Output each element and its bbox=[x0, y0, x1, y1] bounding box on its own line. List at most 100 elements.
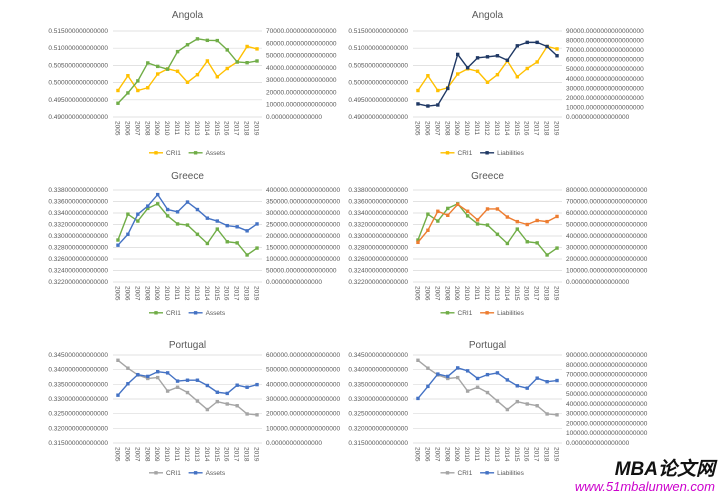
series-marker-liabilities bbox=[485, 55, 490, 59]
right-axis-tick-label: 0.00000000000000 bbox=[266, 114, 322, 121]
right-axis-tick-label: 250000.00000000000000 bbox=[266, 222, 340, 229]
x-axis-tick-label: 2017 bbox=[233, 286, 240, 301]
series-marker-cri1 bbox=[456, 375, 460, 380]
series-marker-assets bbox=[235, 60, 239, 64]
left-axis-tick-label: 0.336000000000000 bbox=[348, 199, 408, 206]
x-axis-tick-label: 2010 bbox=[463, 121, 470, 136]
left-axis-tick-label: 0.340000000000000 bbox=[48, 367, 108, 374]
right-axis-tick-label: 0.0000000000000000 bbox=[566, 279, 630, 286]
x-axis-tick-label: 2018 bbox=[243, 447, 250, 462]
series-marker-cri1 bbox=[195, 232, 200, 236]
chart-portugal-assets: Portugal 0.345000000000000 0.3400000000000… bbox=[0, 335, 360, 495]
left-axis-tick-label: 0.334000000000000 bbox=[348, 210, 408, 217]
right-axis-tick-label: 0.00000000000000 bbox=[266, 279, 322, 286]
series-marker-cri1 bbox=[426, 212, 430, 216]
x-axis-tick-label: 2012 bbox=[183, 447, 190, 462]
x-axis-tick-label: 2016 bbox=[223, 121, 230, 136]
x-axis-tick-label: 2014 bbox=[203, 447, 210, 462]
right-axis-tick-label: 200000.0000000000000000 bbox=[566, 420, 648, 427]
x-axis-tick-label: 2015 bbox=[513, 447, 520, 462]
left-axis-tick-label: 0.328000000000000 bbox=[48, 245, 108, 252]
x-axis-tick-label: 2016 bbox=[523, 121, 530, 136]
series-marker-liabilities bbox=[475, 376, 480, 381]
series-marker-liabilities bbox=[545, 44, 549, 49]
right-axis-tick-label: 100000.00000000000000 bbox=[266, 425, 340, 432]
right-axis-tick-label: 90000.0000000000000000 bbox=[566, 28, 644, 35]
legend-label-assets: Assets bbox=[206, 150, 226, 157]
x-axis-tick-label: 2014 bbox=[503, 121, 510, 136]
series-marker-liabilities bbox=[515, 219, 519, 224]
series-marker-liabilities bbox=[535, 376, 539, 380]
series-marker-assets bbox=[215, 219, 219, 223]
x-axis-tick-label: 2005 bbox=[413, 286, 420, 301]
series-marker-liabilities bbox=[485, 372, 490, 377]
x-axis-tick-label: 2013 bbox=[493, 286, 500, 301]
right-axis-tick-label: 0.00000000000000 bbox=[266, 440, 322, 447]
x-axis-tick-label: 2016 bbox=[523, 447, 530, 462]
series-marker-cri1 bbox=[475, 69, 480, 73]
x-axis-tick-label: 2015 bbox=[513, 286, 520, 301]
left-axis-tick-label: 0.330000000000000 bbox=[48, 233, 108, 240]
series-marker-assets bbox=[195, 378, 200, 382]
series-marker-cri1 bbox=[416, 88, 420, 93]
series-marker-assets bbox=[225, 391, 229, 396]
series-marker-assets bbox=[255, 382, 259, 387]
x-axis-tick-label: 2010 bbox=[463, 286, 470, 301]
x-axis-tick-label: 2007 bbox=[133, 286, 140, 301]
series-marker-cri1 bbox=[436, 88, 440, 93]
series-marker-liabilities bbox=[545, 219, 549, 224]
series-marker-cri1 bbox=[156, 375, 160, 380]
series-marker-liabilities bbox=[436, 103, 440, 107]
series-marker-cri1 bbox=[255, 47, 259, 51]
right-axis-tick-label: 200000.0000000000000000 bbox=[566, 256, 648, 263]
series-marker-cri1 bbox=[525, 402, 529, 406]
right-axis-tick-label: 700000.0000000000000000 bbox=[566, 372, 648, 379]
chart-title: Greece bbox=[471, 171, 504, 182]
x-axis-tick-label: 2015 bbox=[513, 121, 520, 136]
right-axis-tick-label: 50000.0000000000000000 bbox=[566, 66, 644, 73]
right-axis-tick-label: 300000.00000000000000 bbox=[266, 396, 340, 403]
x-axis-tick-label: 2010 bbox=[163, 121, 170, 136]
chart-title: Angola bbox=[172, 10, 204, 21]
x-axis-tick-label: 2014 bbox=[503, 286, 510, 301]
right-axis-tick-label: 0.0000000000000000 bbox=[566, 440, 630, 447]
series-marker-assets bbox=[225, 48, 229, 52]
legend-label-liabilities: Liabilities bbox=[497, 470, 524, 477]
series-marker-assets bbox=[126, 232, 130, 236]
series-marker-assets bbox=[146, 204, 150, 208]
series-marker-cri1 bbox=[116, 358, 120, 362]
series-marker-cri1 bbox=[165, 214, 170, 218]
chart-greece-liabilities: Greece 0.338000000000000 0.336000000000000… bbox=[348, 165, 719, 335]
legend-label-cri1: CRI1 bbox=[458, 310, 473, 317]
series-marker-cri1 bbox=[245, 412, 249, 416]
legend-marker bbox=[193, 151, 198, 155]
series-marker-assets bbox=[146, 61, 150, 65]
series-marker-cri1 bbox=[255, 413, 259, 417]
series-marker-cri1 bbox=[126, 212, 130, 216]
series-marker-assets bbox=[255, 59, 259, 63]
right-axis-tick-label: 800000.0000000000000000 bbox=[566, 362, 648, 369]
series-marker-cri1 bbox=[426, 366, 430, 370]
x-axis-tick-label: 2006 bbox=[423, 447, 430, 462]
series-marker-assets bbox=[235, 383, 239, 387]
series-marker-cri1 bbox=[205, 241, 210, 246]
right-axis-tick-label: 60000.00000000000000 bbox=[266, 40, 337, 47]
series-marker-assets bbox=[165, 67, 170, 71]
left-axis-tick-label: 0.340000000000000 bbox=[348, 367, 408, 374]
right-axis-tick-label: 400000.0000000000000000 bbox=[566, 401, 648, 408]
right-axis-tick-label: 50000.00000000000000 bbox=[266, 53, 337, 60]
watermark-url-link[interactable]: www.51mbalunwen.com bbox=[574, 479, 715, 495]
series-marker-liabilities bbox=[485, 207, 490, 211]
left-axis-tick-label: 0.330000000000000 bbox=[48, 396, 108, 403]
series-marker-liabilities bbox=[456, 366, 460, 370]
x-axis-tick-label: 2019 bbox=[253, 121, 260, 136]
series-marker-cri1 bbox=[446, 376, 450, 381]
legend-marker bbox=[445, 311, 450, 315]
series-marker-cri1 bbox=[515, 227, 519, 231]
series-marker-cri1 bbox=[175, 222, 180, 226]
series-marker-cri1 bbox=[235, 241, 239, 245]
x-axis-tick-label: 2018 bbox=[243, 121, 250, 136]
series-marker-assets bbox=[126, 91, 130, 95]
series-marker-cri1 bbox=[495, 399, 500, 403]
series-marker-assets bbox=[136, 372, 140, 377]
